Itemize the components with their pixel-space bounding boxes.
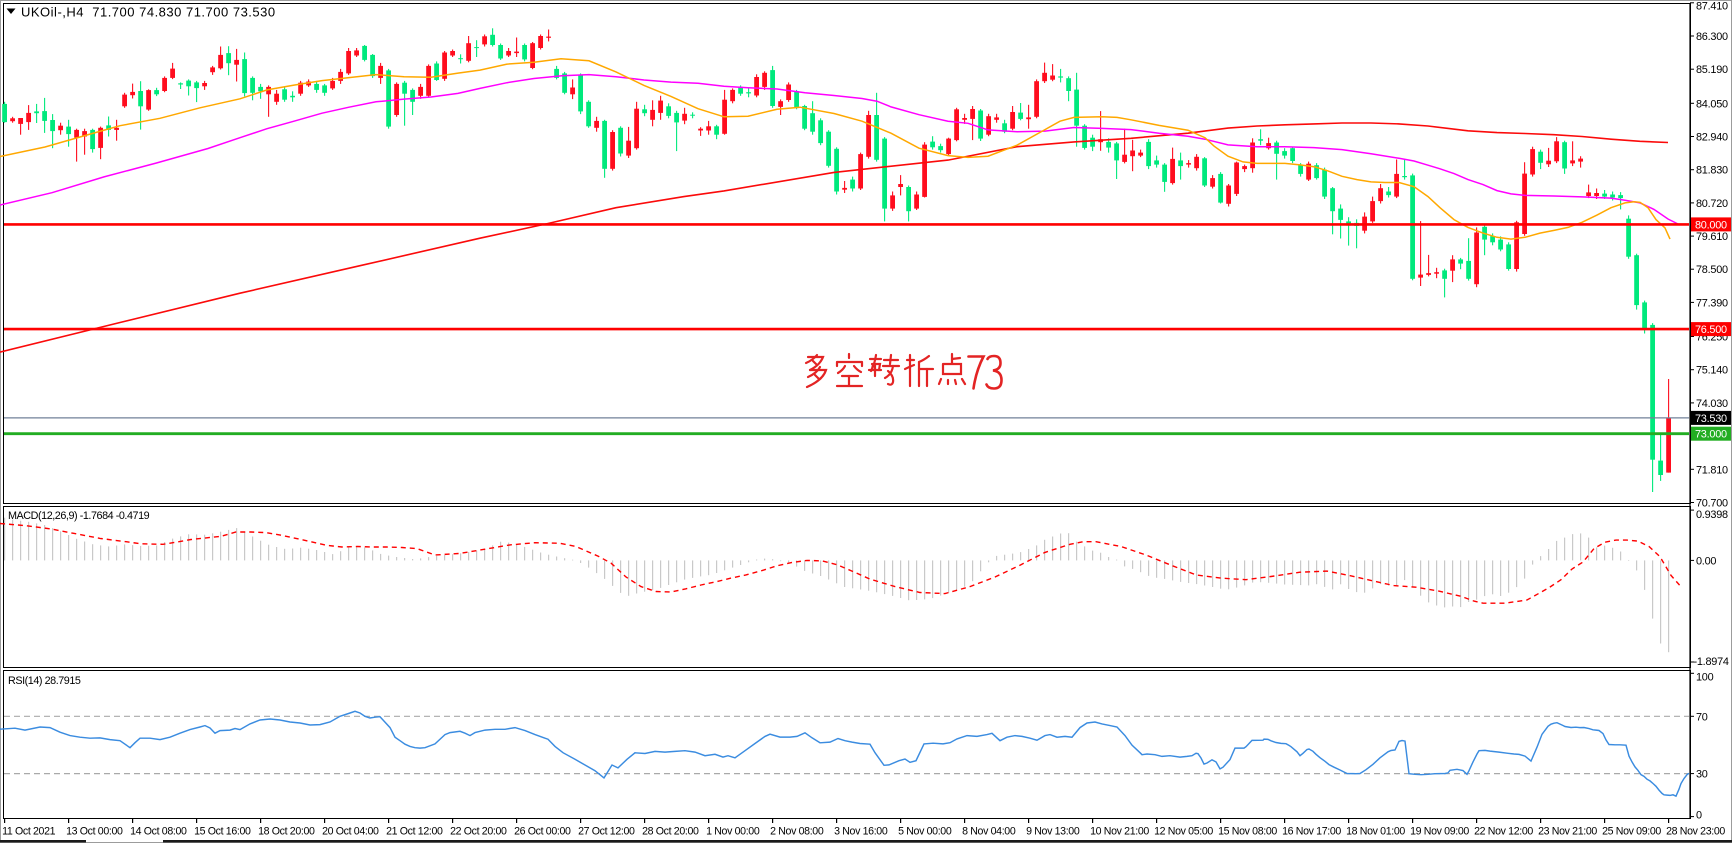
svg-text:3 Nov 16:00: 3 Nov 16:00: [834, 826, 888, 838]
svg-text:14 Oct 08:00: 14 Oct 08:00: [130, 826, 187, 838]
svg-text:8 Nov 04:00: 8 Nov 04:00: [962, 826, 1016, 838]
svg-text:13 Oct 00:00: 13 Oct 00:00: [66, 826, 123, 838]
svg-text:81.830: 81.830: [1696, 165, 1728, 177]
svg-text:87.410: 87.410: [1696, 1, 1728, 13]
svg-text:75.140: 75.140: [1696, 365, 1728, 377]
svg-text:UKOil-,H4 71.700 74.830 71.70: UKOil-,H4 71.700 74.830 71.700 73.530: [21, 5, 276, 20]
svg-text:79.610: 79.610: [1696, 231, 1728, 243]
svg-text:80.720: 80.720: [1696, 198, 1728, 210]
svg-text:15 Oct 16:00: 15 Oct 16:00: [194, 826, 251, 838]
svg-text:16 Nov 17:00: 16 Nov 17:00: [1282, 826, 1341, 838]
svg-text:RSI(14) 28.7915: RSI(14) 28.7915: [8, 675, 81, 687]
svg-text:70.700: 70.700: [1696, 498, 1728, 510]
svg-text:82.940: 82.940: [1696, 132, 1728, 144]
svg-text:70: 70: [1696, 711, 1708, 723]
svg-text:12 Nov 05:00: 12 Nov 05:00: [1154, 826, 1213, 838]
svg-text:10 Nov 21:00: 10 Nov 21:00: [1090, 826, 1149, 838]
svg-text:23 Nov 21:00: 23 Nov 21:00: [1538, 826, 1597, 838]
svg-text:15 Nov 08:00: 15 Nov 08:00: [1218, 826, 1277, 838]
svg-text:26 Oct 00:00: 26 Oct 00:00: [514, 826, 571, 838]
svg-text:22 Nov 12:00: 22 Nov 12:00: [1474, 826, 1533, 838]
svg-text:80.000: 80.000: [1695, 219, 1727, 231]
svg-text:9 Nov 13:00: 9 Nov 13:00: [1026, 826, 1080, 838]
svg-text:86.300: 86.300: [1696, 31, 1728, 43]
svg-text:22 Oct 20:00: 22 Oct 20:00: [450, 826, 507, 838]
svg-text:77.390: 77.390: [1696, 297, 1728, 309]
svg-text:85.190: 85.190: [1696, 64, 1728, 76]
svg-text:73.000: 73.000: [1695, 429, 1727, 441]
svg-text:5 Nov 00:00: 5 Nov 00:00: [898, 826, 952, 838]
svg-text:MACD(12,26,9) -1.7684 -0.4719: MACD(12,26,9) -1.7684 -0.4719: [8, 510, 150, 522]
svg-text:25 Nov 09:00: 25 Nov 09:00: [1602, 826, 1661, 838]
svg-text:71.810: 71.810: [1696, 464, 1728, 476]
svg-text:-1.8974: -1.8974: [1694, 656, 1729, 668]
svg-text:28 Nov 23:00: 28 Nov 23:00: [1666, 826, 1725, 838]
svg-text:27 Oct 12:00: 27 Oct 12:00: [578, 826, 635, 838]
svg-text:76.500: 76.500: [1695, 324, 1727, 336]
svg-text:1 Nov 00:00: 1 Nov 00:00: [706, 826, 760, 838]
svg-text:30: 30: [1696, 769, 1708, 781]
svg-text:18 Oct 20:00: 18 Oct 20:00: [258, 826, 315, 838]
svg-text:20 Oct 04:00: 20 Oct 04:00: [322, 826, 379, 838]
svg-text:78.500: 78.500: [1696, 264, 1728, 276]
svg-text:0: 0: [1696, 810, 1702, 822]
svg-text:21 Oct 12:00: 21 Oct 12:00: [386, 826, 443, 838]
svg-text:84.050: 84.050: [1696, 98, 1728, 110]
svg-text:11 Oct 2021: 11 Oct 2021: [2, 826, 56, 838]
svg-text:100: 100: [1696, 671, 1714, 683]
svg-text:74.030: 74.030: [1696, 398, 1728, 410]
svg-text:0.9398: 0.9398: [1696, 509, 1728, 521]
svg-text:73.530: 73.530: [1695, 413, 1727, 425]
svg-text:2 Nov 08:00: 2 Nov 08:00: [770, 826, 824, 838]
svg-text:19 Nov 09:00: 19 Nov 09:00: [1410, 826, 1469, 838]
svg-text:28 Oct 20:00: 28 Oct 20:00: [642, 826, 699, 838]
svg-text:18 Nov 01:00: 18 Nov 01:00: [1346, 826, 1405, 838]
svg-text:0.00: 0.00: [1696, 555, 1716, 567]
